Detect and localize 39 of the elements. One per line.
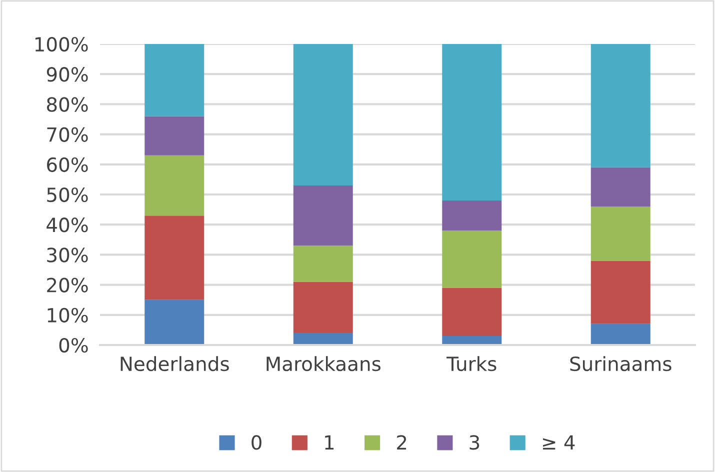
legend-label: 1 [325,435,334,450]
bar [590,206,650,261]
legend-label: 3 [470,435,480,450]
bar [590,324,650,345]
y-tick-label: 20% [47,278,88,292]
y-tick-label: 30% [47,248,88,262]
bar [590,260,650,324]
y-tick-label: 40% [46,218,88,232]
y-tick-label: 90% [46,67,88,82]
x-tick-label: Marokkaans [266,356,380,372]
bar [144,216,204,300]
legend-label: ≥ 4 [542,435,575,450]
y-tick-label: 70% [47,127,88,142]
bar [293,282,353,333]
bar [442,44,502,201]
bar [293,185,353,246]
x-tick-label: Surinaams [570,356,672,372]
x-tick-label: Turks [446,356,496,372]
bar [442,230,502,288]
legend-label: 0 [252,435,262,450]
y-tick-label: 60% [47,157,88,172]
bar [293,44,353,186]
bar [442,288,502,336]
bar [144,300,204,345]
bar [144,44,204,116]
y-tick-label: 0% [59,338,88,353]
y-tick-label: 50% [47,187,88,202]
x-tick-label: Nederlands [120,356,229,372]
bar [442,200,502,231]
bar [590,167,650,207]
bar [590,44,650,168]
bar [293,246,353,282]
y-tick-label: 100% [35,36,88,52]
y-tick-label: 80% [46,97,88,112]
y-tick-label: 10% [48,308,88,323]
bar [144,155,204,216]
bar [293,332,353,345]
legend-label: 2 [397,435,406,450]
bar [144,116,204,156]
